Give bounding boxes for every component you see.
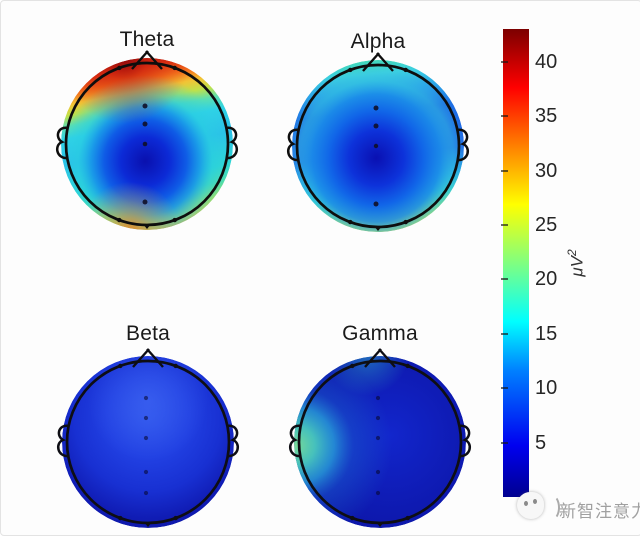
watermark-mascot-icon (517, 492, 544, 519)
colorbar-tick-5: 5 (535, 432, 547, 454)
mascot-eye-icon (533, 499, 537, 504)
rim-electrode-marks (348, 67, 408, 231)
nose-marker (131, 50, 163, 70)
topomap-alpha (286, 52, 470, 232)
left-ear-marker (56, 424, 70, 458)
rim-electrode-marks (118, 363, 178, 527)
nose-marker (132, 348, 164, 368)
topomap-theta (55, 50, 239, 230)
colorbar-tick-mark (501, 442, 508, 444)
nose-marker (364, 348, 396, 368)
rim-electrode-marks (350, 363, 410, 527)
rim-electrode-marks (117, 65, 177, 229)
colorbar-tick-25: 25 (535, 214, 558, 236)
topomap-beta (56, 348, 240, 528)
colorbar-tick-30: 30 (535, 160, 558, 182)
colorbar-tick-mark (501, 115, 508, 117)
nose-marker (362, 52, 394, 72)
mascot-eye-icon (524, 501, 528, 506)
colorbar-tick-15: 15 (535, 323, 558, 345)
gamma-scalp-field (294, 356, 466, 528)
colorbar-tick-mark (501, 224, 508, 226)
colorbar-unit-exponent: 2 (565, 249, 579, 257)
colorbar-unit-label: μV2 (560, 237, 587, 289)
watermark: 新智注意力 (515, 489, 640, 525)
midline-electrode-dots (375, 395, 381, 496)
midline-electrode-dots (143, 395, 149, 496)
panel-title-alpha: Alpha (350, 30, 406, 53)
colorbar-tick-20: 20 (535, 268, 558, 290)
colorbar-tick-mark (501, 61, 508, 63)
right-ear-marker (456, 128, 470, 162)
watermark-swoosh-icon (545, 495, 560, 520)
colorbar-tick-35: 35 (535, 105, 558, 127)
panel-title-theta: Theta (119, 28, 175, 51)
panel-title-beta: Beta (126, 322, 170, 345)
watermark-text: 新智注意力 (559, 502, 640, 521)
colorbar-tick-mark (501, 333, 508, 335)
topomap-gamma (288, 348, 472, 528)
right-ear-marker (226, 424, 240, 458)
colorbar-tick-40: 40 (535, 51, 558, 73)
midline-electrode-dots (142, 103, 148, 205)
right-ear-marker (225, 126, 239, 160)
left-ear-marker (288, 424, 302, 458)
panel-title-gamma: Gamma (342, 322, 418, 345)
beta-scalp-field (62, 356, 234, 528)
colorbar-tick-10: 10 (535, 377, 558, 399)
left-ear-marker (55, 126, 69, 160)
colorbar-tick-mark (501, 278, 508, 280)
left-ear-marker (286, 128, 300, 162)
colorbar-unit-base: μV (567, 256, 587, 277)
right-ear-marker (458, 424, 472, 458)
midline-electrode-dots (373, 105, 379, 207)
colorbar-gradient (503, 29, 529, 497)
colorbar-tick-mark (501, 170, 508, 172)
colorbar-tick-mark (501, 387, 508, 389)
